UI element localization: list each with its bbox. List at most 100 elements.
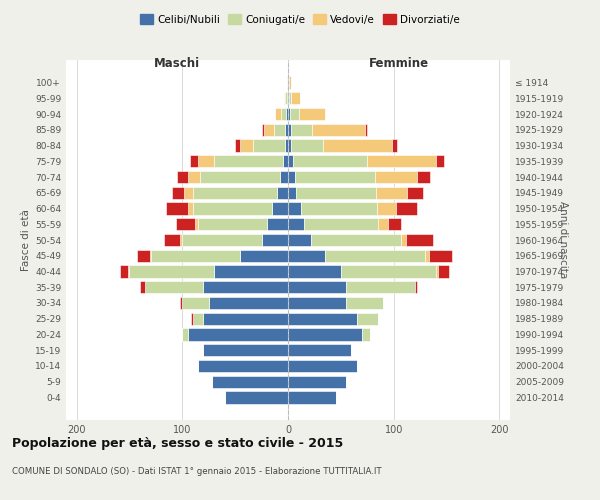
Bar — [177, 171, 188, 183]
Bar — [262, 124, 263, 136]
Bar — [367, 155, 436, 168]
Bar — [296, 186, 376, 199]
Bar — [436, 266, 438, 278]
Bar — [140, 281, 145, 293]
Bar — [182, 234, 262, 246]
Bar — [378, 218, 388, 230]
Bar — [280, 171, 288, 183]
Bar — [275, 108, 281, 120]
Bar — [262, 234, 288, 246]
Bar — [212, 376, 288, 388]
Text: COMUNE DI SONDALO (SO) - Dati ISTAT 1° gennaio 2015 - Elaborazione TUTTITALIA.IT: COMUNE DI SONDALO (SO) - Dati ISTAT 1° g… — [12, 468, 382, 476]
Bar — [287, 76, 288, 88]
Bar — [263, 124, 274, 136]
Bar — [288, 266, 341, 278]
Bar — [190, 155, 198, 168]
Bar — [301, 202, 377, 214]
Bar — [311, 234, 401, 246]
Bar — [293, 155, 367, 168]
Bar — [285, 92, 287, 104]
Bar — [288, 328, 362, 340]
Bar — [288, 250, 325, 262]
Bar — [188, 171, 200, 183]
Bar — [180, 297, 182, 309]
Bar — [357, 312, 378, 325]
Bar — [288, 218, 304, 230]
Bar — [235, 140, 241, 151]
Bar — [241, 140, 253, 151]
Bar — [291, 92, 299, 104]
Bar — [362, 328, 370, 340]
Bar — [283, 155, 288, 168]
Bar — [288, 108, 290, 120]
Bar — [289, 76, 291, 88]
Bar — [182, 328, 188, 340]
Bar — [288, 171, 295, 183]
Bar — [214, 155, 283, 168]
Bar — [267, 218, 288, 230]
Bar — [288, 344, 352, 356]
Bar — [288, 312, 357, 325]
Bar — [288, 202, 301, 214]
Legend: Celibi/Nubili, Coniugati/e, Vedovi/e, Divorziati/e: Celibi/Nubili, Coniugati/e, Vedovi/e, Di… — [136, 10, 464, 29]
Text: Popolazione per età, sesso e stato civile - 2015: Popolazione per età, sesso e stato civil… — [12, 438, 343, 450]
Bar — [417, 171, 430, 183]
Bar — [392, 140, 397, 151]
Bar — [291, 140, 323, 151]
Bar — [288, 92, 289, 104]
Bar — [198, 155, 214, 168]
Bar — [401, 234, 406, 246]
Bar — [438, 266, 449, 278]
Bar — [214, 266, 288, 278]
Bar — [120, 266, 128, 278]
Bar — [176, 218, 195, 230]
Bar — [184, 186, 193, 199]
Bar — [365, 124, 367, 136]
Bar — [407, 186, 424, 199]
Bar — [137, 250, 149, 262]
Bar — [285, 140, 288, 151]
Bar — [396, 202, 417, 214]
Bar — [195, 218, 198, 230]
Bar — [274, 124, 285, 136]
Bar — [286, 108, 288, 120]
Y-axis label: Fasce di età: Fasce di età — [21, 209, 31, 271]
Bar — [145, 281, 203, 293]
Bar — [428, 250, 452, 262]
Bar — [288, 140, 291, 151]
Bar — [288, 297, 346, 309]
Bar — [388, 218, 401, 230]
Bar — [436, 155, 445, 168]
Bar — [285, 124, 288, 136]
Bar — [203, 312, 288, 325]
Bar — [203, 281, 288, 293]
Text: Femmine: Femmine — [369, 57, 429, 70]
Bar — [346, 281, 415, 293]
Bar — [193, 202, 272, 214]
Bar — [377, 202, 396, 214]
Bar — [289, 92, 291, 104]
Bar — [241, 250, 288, 262]
Bar — [376, 186, 407, 199]
Bar — [130, 266, 214, 278]
Bar — [288, 376, 346, 388]
Bar — [224, 392, 288, 404]
Bar — [288, 392, 335, 404]
Bar — [325, 250, 425, 262]
Bar — [188, 202, 193, 214]
Bar — [188, 328, 288, 340]
Bar — [198, 218, 267, 230]
Bar — [346, 297, 383, 309]
Bar — [288, 234, 311, 246]
Bar — [288, 155, 293, 168]
Bar — [288, 76, 289, 88]
Bar — [290, 108, 299, 120]
Bar — [288, 124, 291, 136]
Bar — [341, 266, 436, 278]
Bar — [128, 266, 130, 278]
Bar — [198, 360, 288, 372]
Bar — [288, 360, 357, 372]
Bar — [272, 202, 288, 214]
Bar — [299, 108, 325, 120]
Bar — [425, 250, 428, 262]
